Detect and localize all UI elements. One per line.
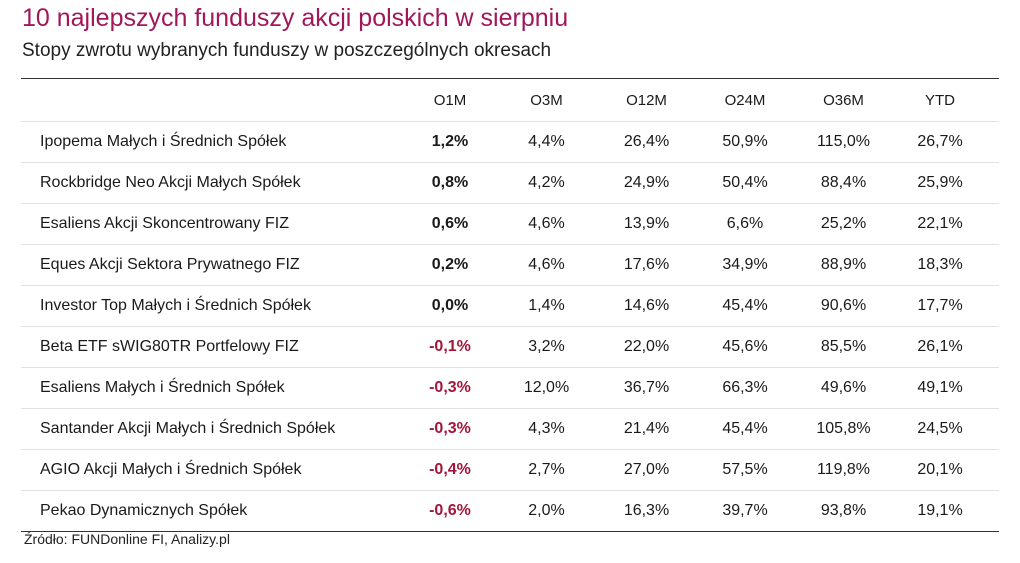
- page-subtitle: Stopy zwrotu wybranych funduszy w poszcz…: [22, 40, 552, 61]
- o1m-value: -0,3%: [429, 420, 471, 437]
- fund-name: Investor Top Małych i Średnich Spółek: [40, 297, 311, 314]
- o36m-value: 93,8%: [820, 502, 867, 519]
- table-row: Ipopema Małych i Średnich Spółek 1,2% 4,4%…: [21, 121, 999, 162]
- o12m-value: 21,4%: [623, 420, 670, 437]
- ytd-value: 20,1%: [917, 461, 963, 478]
- o36m-value: 25,2%: [820, 215, 867, 232]
- fund-name: Esaliens Małych i Średnich Spółek: [40, 379, 285, 396]
- fund-name: Pekao Dynamicznych Spółek: [40, 502, 248, 519]
- table-row: Eques Akcji Sektora Prywatnego FIZ 0,2% 4,…: [21, 244, 999, 285]
- o24m-value: 45,4%: [722, 297, 768, 314]
- ytd-value: 17,7%: [917, 297, 963, 314]
- o1m-value: 0,8%: [431, 174, 469, 191]
- o36m-value: 119,8%: [816, 461, 871, 478]
- table-row: Investor Top Małych i Średnich Spółek 0,0…: [21, 285, 999, 326]
- fund-name: Rockbridge Neo Akcji Małych Spółek: [40, 174, 301, 191]
- table-row: AGIO Akcji Małych i Średnich Spółek -0,4%…: [21, 449, 999, 490]
- returns-table: O1M O3M O12M O24M O36M YTD Ipopema Małyc…: [21, 78, 999, 532]
- o3m-value: 2,0%: [528, 502, 565, 519]
- o1m-value: -0,1%: [429, 338, 471, 355]
- o12m-value: 27,0%: [623, 461, 670, 478]
- fund-name: Esaliens Akcji Skoncentrowany FIZ: [40, 215, 289, 232]
- ytd-value: 26,7%: [917, 133, 963, 150]
- o12m-value: 16,3%: [623, 502, 670, 519]
- o24m-value: 34,9%: [722, 256, 768, 273]
- o36m-value: 105,8%: [816, 420, 871, 437]
- o24m-value: 39,7%: [722, 502, 768, 519]
- o36m-value: 115,0%: [816, 133, 871, 150]
- o3m-value: 4,6%: [528, 256, 565, 273]
- o1m-value: -0,3%: [429, 379, 471, 396]
- o1m-value: -0,6%: [429, 502, 471, 519]
- o3m-value: 4,4%: [528, 133, 565, 150]
- o12m-value: 13,9%: [623, 215, 670, 232]
- column-header-o36m: O36M: [823, 91, 864, 109]
- table-row: Beta ETF sWIG80TR Portfelowy FIZ -0,1% 3,2…: [21, 326, 999, 367]
- o12m-value: 24,9%: [623, 174, 670, 191]
- o36m-value: 90,6%: [820, 297, 867, 314]
- o36m-value: 88,4%: [820, 174, 867, 191]
- fund-name: AGIO Akcji Małych i Średnich Spółek: [40, 461, 302, 478]
- o1m-value: 0,6%: [431, 215, 469, 232]
- o12m-value: 17,6%: [623, 256, 670, 273]
- o24m-value: 50,4%: [722, 174, 768, 191]
- column-header-o12m: O12M: [626, 91, 667, 109]
- fund-name: Ipopema Małych i Średnich Spółek: [40, 133, 287, 150]
- ytd-value: 19,1%: [917, 502, 963, 519]
- ytd-value: 22,1%: [917, 215, 963, 232]
- table-row: Esaliens Małych i Średnich Spółek -0,3% 12…: [21, 367, 999, 408]
- o12m-value: 26,4%: [623, 133, 670, 150]
- fund-name: Santander Akcji Małych i Średnich Spółek: [40, 420, 336, 437]
- o3m-value: 3,2%: [528, 338, 565, 355]
- table-row: Esaliens Akcji Skoncentrowany FIZ 0,6% 4,6…: [21, 203, 999, 244]
- o24m-value: 6,6%: [726, 215, 764, 232]
- o3m-value: 4,2%: [528, 174, 565, 191]
- o1m-value: -0,4%: [429, 461, 471, 478]
- o36m-value: 49,6%: [820, 379, 867, 396]
- source-note: Źródło: FUNDonline FI, Analizy.pl: [24, 531, 230, 547]
- table-row: Pekao Dynamicznych Spółek -0,6% 2,0% 16,3% 3…: [21, 490, 999, 531]
- o1m-value: 0,2%: [431, 256, 469, 273]
- o1m-value: 1,2%: [431, 133, 469, 150]
- o3m-value: 12,0%: [523, 379, 570, 396]
- ytd-value: 49,1%: [917, 379, 963, 396]
- table-body: Ipopema Małych i Średnich Spółek 1,2% 4,4%…: [21, 121, 999, 531]
- o12m-value: 14,6%: [623, 297, 670, 314]
- o3m-value: 4,6%: [528, 215, 565, 232]
- o3m-value: 1,4%: [528, 297, 565, 314]
- column-header-o24m: O24M: [724, 91, 766, 109]
- ytd-value: 25,9%: [917, 174, 963, 191]
- fund-name: Beta ETF sWIG80TR Portfelowy FIZ: [40, 338, 299, 355]
- column-header-o1m: O1M: [433, 91, 467, 109]
- table-row: Rockbridge Neo Akcji Małych Spółek 0,8% 4,…: [21, 162, 999, 203]
- o24m-value: 45,4%: [722, 420, 768, 437]
- o24m-value: 50,9%: [722, 133, 768, 150]
- fund-name: Eques Akcji Sektora Prywatnego FIZ: [40, 256, 300, 273]
- ytd-value: 24,5%: [917, 420, 963, 437]
- o36m-value: 88,9%: [820, 256, 867, 273]
- o36m-value: 85,5%: [820, 338, 867, 355]
- o24m-value: 57,5%: [722, 461, 768, 478]
- ytd-value: 18,3%: [917, 256, 963, 273]
- o24m-value: 66,3%: [722, 379, 768, 396]
- ytd-value: 26,1%: [917, 338, 963, 355]
- column-header-o3m: O3M: [530, 91, 563, 109]
- table-row: Santander Akcji Małych i Średnich Spółek…: [21, 408, 999, 449]
- o3m-value: 4,3%: [528, 420, 565, 437]
- o12m-value: 36,7%: [623, 379, 670, 396]
- o12m-value: 22,0%: [623, 338, 670, 355]
- table-header-row: O1M O3M O12M O24M O36M YTD: [21, 79, 999, 121]
- page-title: 10 najlepszych funduszy akcji polskich w…: [22, 4, 569, 32]
- o3m-value: 2,7%: [528, 461, 565, 478]
- o24m-value: 45,6%: [722, 338, 768, 355]
- o1m-value: 0,0%: [431, 297, 469, 314]
- column-header-ytd: YTD: [925, 91, 955, 109]
